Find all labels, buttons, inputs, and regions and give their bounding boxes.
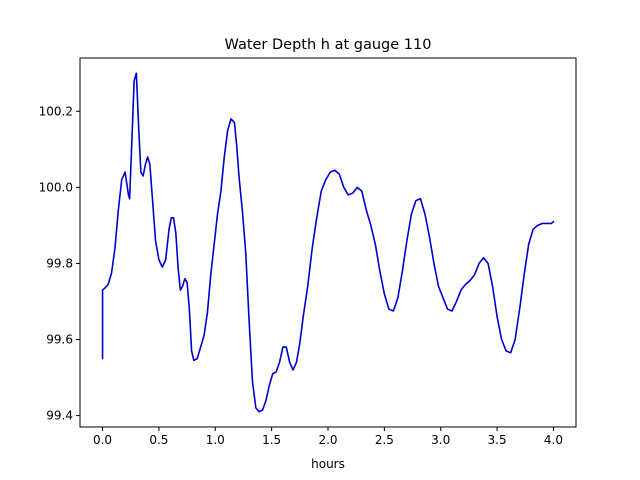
plot-frame — [79, 57, 577, 428]
plot-content — [101, 72, 555, 413]
x-tick-label: 2.0 — [318, 433, 337, 447]
x-tick-label: 0.0 — [93, 433, 112, 447]
series-line-0 — [101, 72, 555, 413]
x-tick-label: 1.5 — [262, 433, 281, 447]
y-tick-label: 99.4 — [46, 409, 73, 423]
x-axis-ticks: 0.0 0.5 1.0 1.5 2.0 2.5 3.0 3.5 4.0 — [93, 427, 563, 447]
x-tick-label: 3.5 — [488, 433, 507, 447]
y-tick-label: 99.8 — [46, 256, 73, 270]
chart-title: Water Depth h at gauge 110 — [225, 37, 432, 53]
x-axis-label: hours — [311, 457, 345, 471]
x-tick-label: 4.0 — [544, 433, 563, 447]
x-tick-label: 0.5 — [149, 433, 168, 447]
x-tick-label: 1.0 — [206, 433, 225, 447]
y-axis-ticks: 99.4 99.6 99.8 100.0 100.2 — [39, 104, 80, 423]
x-tick-label: 3.0 — [431, 433, 450, 447]
y-tick-label: 99.6 — [46, 333, 73, 347]
x-tick-label: 2.5 — [375, 433, 394, 447]
y-tick-label: 100.0 — [39, 180, 73, 194]
y-tick-label: 100.2 — [39, 104, 73, 118]
